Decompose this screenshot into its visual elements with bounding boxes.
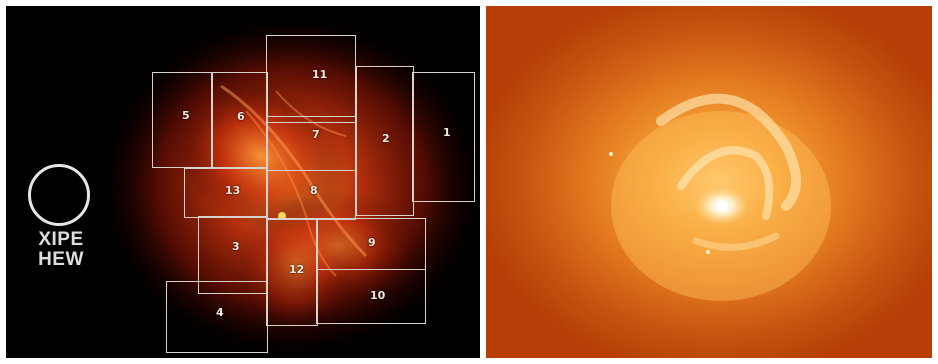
region-label-13: 13: [225, 184, 241, 197]
hew-label-line2: HEW: [38, 249, 84, 270]
region-label-12: 12: [289, 263, 305, 276]
hew-label-line1: XIPE: [38, 229, 84, 250]
region-box-2: [356, 66, 414, 216]
region-label-3: 3: [232, 240, 240, 253]
region-box-13: [184, 168, 268, 218]
region-label-6: 6: [237, 110, 245, 123]
region-label-5: 5: [182, 109, 190, 122]
region-label-4: 4: [216, 306, 224, 319]
xray-image: [486, 6, 932, 358]
xray-glow-image: [486, 6, 932, 358]
crab-nebula-region-map: XIPE HEW 11 5 6 7 2 1 13 8 3 9 12 10 4: [6, 6, 480, 358]
region-label-9: 9: [368, 236, 376, 249]
region-label-2: 2: [382, 132, 390, 145]
region-label-1: 1: [443, 126, 451, 139]
region-label-8: 8: [310, 184, 318, 197]
hew-label: XIPE HEW: [26, 230, 96, 270]
hew-circle: [28, 164, 90, 226]
region-label-7: 7: [312, 128, 320, 141]
region-box-10: [316, 269, 426, 324]
region-box-3: [198, 216, 268, 294]
region-box-11: [266, 35, 356, 123]
region-box-7: [266, 116, 356, 171]
region-box-12: [266, 218, 318, 326]
region-box-6: [212, 72, 268, 168]
region-label-11: 11: [312, 68, 328, 81]
region-box-4: [166, 281, 268, 353]
region-box-1: [412, 72, 475, 202]
region-label-10: 10: [370, 289, 386, 302]
region-box-8: [266, 170, 356, 220]
region-box-5: [152, 72, 212, 168]
